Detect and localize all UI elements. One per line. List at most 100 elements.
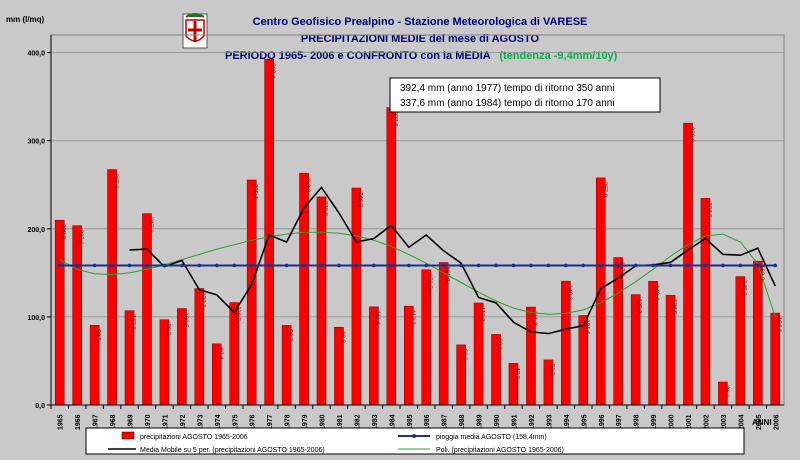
- x-tick-label-1993: 1993: [546, 414, 553, 430]
- bar-value-label-1982: 246,3: [356, 192, 362, 208]
- bar-1966: [72, 225, 82, 406]
- bar-value-label-1965: 209,8: [60, 224, 66, 240]
- bar-value-label-1969: 107,0: [130, 315, 136, 331]
- bar-value-label-1978: 90,3: [287, 329, 293, 341]
- x-tick-label-1985: 1985: [407, 414, 414, 430]
- mean-marker-1983: [372, 263, 376, 268]
- x-tick-label-1992: 1992: [529, 414, 536, 430]
- bar-value-label-1983: 111,4: [374, 311, 380, 326]
- x-tick-label-2005: 2005: [756, 414, 763, 430]
- chart-title-line3-group: PERIODO 1965- 2006 e CONFRONTO con la ME…: [225, 50, 618, 62]
- x-tick-label-1968: 1968: [110, 414, 117, 430]
- mean-marker-1970: [145, 263, 149, 268]
- legend: precipitazioni AGOSTO 1965-2006 pioggia …: [85, 427, 745, 455]
- mean-marker-1965: [57, 263, 62, 268]
- bar-value-label-1988: 68,2: [461, 349, 467, 361]
- bar-value-label-1995: 101,6: [583, 319, 589, 335]
- bar-value-label-1999: 140,4: [653, 285, 659, 301]
- mean-marker-1973: [197, 263, 202, 268]
- x-tick-label-1982: 1982: [354, 414, 361, 430]
- y-tick-label: 300,0: [27, 139, 45, 146]
- x-tick-label-1999: 1999: [651, 414, 658, 430]
- x-tick-label-1970: 1970: [145, 414, 152, 430]
- bar-2002: [700, 198, 711, 406]
- bar-value-label-1980: 236,2: [322, 201, 328, 217]
- mean-marker-1969: [127, 263, 132, 268]
- x-tick-label-1987: 1987: [442, 414, 449, 430]
- mean-marker-1998: [633, 263, 638, 268]
- bar-value-label-1981: 88,3: [339, 331, 345, 343]
- annotation-box: 392,4 mm (anno 1977) tempo di ritorno 35…: [389, 77, 661, 113]
- mean-marker-1975: [232, 263, 237, 268]
- bar-2004: [735, 276, 746, 406]
- legend-marker-mean: [412, 434, 416, 438]
- mean-marker-1997: [616, 263, 621, 268]
- x-tick-label-1969: 1969: [128, 414, 135, 430]
- bar-value-label-1973: 132,2: [199, 293, 205, 309]
- x-tick-label-1981: 1981: [337, 414, 344, 430]
- mean-marker-1981: [337, 263, 341, 268]
- bar-value-label-1993: 51,2: [548, 364, 554, 376]
- y-tick-label: 400,0: [27, 51, 45, 58]
- x-tick-label-2002: 2002: [703, 414, 710, 430]
- bar-value-label-1971: 96,8: [164, 324, 170, 336]
- mean-marker-2002: [703, 263, 708, 268]
- x-tick-label-1977: 1977: [267, 414, 274, 430]
- legend-label-polynomial: Poli. (precipitazioni AGOSTO 1965-2006): [436, 447, 564, 454]
- mean-marker-1972: [180, 263, 184, 268]
- bar-value-label-1986: 153,5: [426, 274, 432, 290]
- chart-trend-label: (tendenza -9,4mm/10y): [499, 50, 617, 62]
- mean-marker-1971: [162, 263, 167, 268]
- mean-marker-1967: [92, 263, 97, 268]
- x-tick-label-1998: 1998: [634, 414, 641, 430]
- legend-swatch-bars: [121, 431, 135, 440]
- x-tick-label-1980: 1980: [320, 414, 327, 430]
- bar-value-label-1970: 217,2: [147, 218, 153, 234]
- mean-marker-1968: [110, 263, 114, 268]
- plot-area: 0,0 100,0 200,0 300,0 400,0 209,8 203,6 90,5 267…: [27, 34, 785, 430]
- mean-marker-1995: [581, 263, 586, 268]
- mean-marker-2003: [721, 263, 725, 268]
- bar-value-label-1976: 255,4: [252, 184, 258, 200]
- bar-value-label-1996: 257,8: [601, 182, 607, 198]
- legend-box: [85, 427, 745, 455]
- x-tick-label-1986: 1986: [424, 414, 431, 430]
- bar-value-label-1991: 47,3: [513, 367, 519, 379]
- annotation-1984: 337,6 mm (anno 1984) tempo di ritorno 17…: [400, 98, 615, 109]
- x-tick-label-2003: 2003: [721, 414, 728, 430]
- legend-label-bars: precipitazioni AGOSTO 1965-2006: [140, 434, 248, 441]
- x-tick-label-1966: 1966: [75, 414, 82, 430]
- mean-marker-1986: [424, 263, 429, 268]
- x-tick-label-2004: 2004: [738, 414, 745, 430]
- x-tick-label-1994: 1994: [564, 414, 571, 430]
- mean-marker-1976: [249, 263, 254, 268]
- bar-value-label-1997: 167,4: [618, 262, 624, 278]
- legend-label-moving-average: Media Mobile su 5 per. (precipitazioni A…: [140, 447, 325, 454]
- bar-value-label-1998: 125,3: [636, 299, 642, 315]
- chart-title-line1: Centro Geofisico Prealpino - Stazione Me…: [253, 16, 588, 28]
- bar-value-label-1966: 203,6: [77, 230, 83, 246]
- x-tick-label-1973: 1973: [197, 414, 204, 430]
- x-tick-label-1996: 1996: [599, 414, 606, 430]
- mean-marker-1989: [476, 263, 481, 268]
- x-tick-label-1974: 1974: [215, 414, 222, 430]
- x-tick-label-1965: 1965: [58, 414, 65, 430]
- bar-value-label-2003: 26,1: [723, 386, 729, 398]
- bar-value-label-2004: 145,8: [740, 281, 746, 297]
- x-tick-label-1997: 1997: [616, 414, 623, 430]
- mean-marker-1979: [302, 263, 306, 268]
- bar-1980: [316, 196, 327, 406]
- bar-1986: [421, 269, 432, 406]
- x-tick-label-1983: 1983: [372, 414, 379, 430]
- x-tick-label-1976: 1976: [250, 414, 257, 430]
- mean-marker-1966: [75, 263, 79, 268]
- mean-marker-1990: [494, 263, 498, 268]
- bar-value-label-1990: 80,1: [496, 338, 502, 350]
- bar-1970: [142, 213, 152, 406]
- bar-value-label-1972: 109,5: [182, 313, 188, 329]
- bar-value-label-1968: 267,3: [112, 174, 118, 190]
- x-tick-label-2006: 2006: [773, 414, 780, 430]
- x-tick-label-1991: 1991: [511, 414, 518, 430]
